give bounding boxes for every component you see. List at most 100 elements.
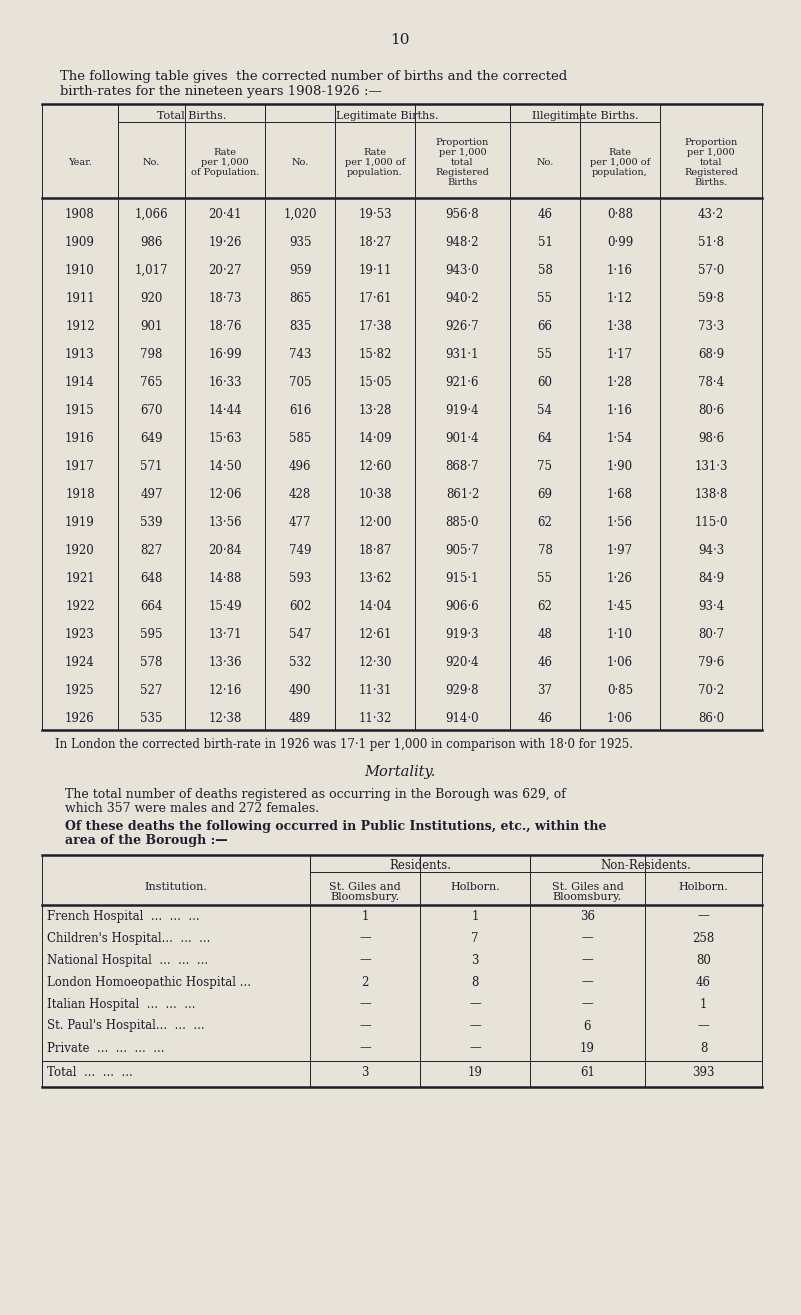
Text: 19: 19 (468, 1065, 482, 1078)
Text: 885·0: 885·0 (445, 515, 479, 529)
Text: 1·28: 1·28 (607, 376, 633, 388)
Text: 931·1: 931·1 (445, 347, 479, 360)
Text: 595: 595 (140, 627, 163, 640)
Text: —: — (582, 998, 594, 1010)
Text: 10: 10 (390, 33, 410, 47)
Text: French Hospital  ...  ...  ...: French Hospital ... ... ... (47, 910, 199, 923)
Text: 80: 80 (696, 953, 711, 967)
Text: 16·33: 16·33 (208, 376, 242, 388)
Text: 55: 55 (537, 572, 553, 584)
Text: 868·7: 868·7 (445, 459, 479, 472)
Text: 920: 920 (140, 292, 163, 305)
Text: 19: 19 (580, 1041, 595, 1055)
Text: 84·9: 84·9 (698, 572, 724, 584)
Text: 15·49: 15·49 (208, 600, 242, 613)
Text: birth-rates for the nineteen years 1908-1926 :—: birth-rates for the nineteen years 1908-… (60, 84, 382, 97)
Text: 527: 527 (140, 684, 163, 697)
Text: 94·3: 94·3 (698, 543, 724, 556)
Text: 69: 69 (537, 488, 553, 501)
Text: 649: 649 (140, 431, 163, 444)
Text: 37: 37 (537, 684, 553, 697)
Text: 906·6: 906·6 (445, 600, 479, 613)
Text: 901: 901 (140, 320, 163, 333)
Text: 48: 48 (537, 627, 553, 640)
Text: of Population.: of Population. (191, 167, 260, 176)
Text: 861·2: 861·2 (446, 488, 479, 501)
Text: 10·38: 10·38 (358, 488, 392, 501)
Text: 1919: 1919 (65, 515, 95, 529)
Text: 1·68: 1·68 (607, 488, 633, 501)
Text: St. Giles and: St. Giles and (329, 882, 400, 892)
Text: 46: 46 (696, 976, 711, 989)
Text: Holborn.: Holborn. (450, 882, 500, 892)
Text: 86·0: 86·0 (698, 711, 724, 725)
Text: 70·2: 70·2 (698, 684, 724, 697)
Text: 12·00: 12·00 (358, 515, 392, 529)
Text: 19·53: 19·53 (358, 208, 392, 221)
Text: Year.: Year. (68, 158, 92, 167)
Text: Of these deaths the following occurred in Public Institutions, etc., within the: Of these deaths the following occurred i… (65, 819, 606, 832)
Text: 46: 46 (537, 208, 553, 221)
Text: 959: 959 (288, 263, 312, 276)
Text: 1912: 1912 (65, 320, 95, 333)
Text: 11·32: 11·32 (358, 711, 392, 725)
Text: —: — (582, 976, 594, 989)
Text: 1·06: 1·06 (607, 655, 633, 668)
Text: total: total (451, 158, 473, 167)
Text: 14·44: 14·44 (208, 404, 242, 417)
Text: London Homoeopathic Hospital ...: London Homoeopathic Hospital ... (47, 976, 251, 989)
Text: 18·87: 18·87 (358, 543, 392, 556)
Text: 496: 496 (288, 459, 312, 472)
Text: National Hospital  ...  ...  ...: National Hospital ... ... ... (47, 953, 208, 967)
Text: 12·60: 12·60 (358, 459, 392, 472)
Text: 12·38: 12·38 (208, 711, 242, 725)
Text: 948·2: 948·2 (445, 235, 479, 249)
Text: Children's Hospital...  ...  ...: Children's Hospital... ... ... (47, 931, 211, 944)
Text: 743: 743 (288, 347, 312, 360)
Text: 901·4: 901·4 (445, 431, 479, 444)
Text: 12·61: 12·61 (358, 627, 392, 640)
Text: 571: 571 (140, 459, 163, 472)
Text: 956·8: 956·8 (445, 208, 479, 221)
Text: Holborn.: Holborn. (678, 882, 728, 892)
Text: Residents.: Residents. (389, 859, 451, 872)
Text: Total Births.: Total Births. (157, 110, 226, 121)
Text: 64: 64 (537, 431, 553, 444)
Text: 926·7: 926·7 (445, 320, 479, 333)
Text: 46: 46 (537, 655, 553, 668)
Text: 905·7: 905·7 (445, 543, 479, 556)
Text: per 1,000: per 1,000 (687, 147, 735, 156)
Text: 15·05: 15·05 (358, 376, 392, 388)
Text: 20·84: 20·84 (208, 543, 242, 556)
Text: 1917: 1917 (65, 459, 95, 472)
Text: No.: No. (143, 158, 160, 167)
Text: 664: 664 (140, 600, 163, 613)
Text: 131·3: 131·3 (694, 459, 728, 472)
Text: 18·27: 18·27 (358, 235, 392, 249)
Text: 921·6: 921·6 (445, 376, 479, 388)
Text: 914·0: 914·0 (445, 711, 479, 725)
Text: 58: 58 (537, 263, 553, 276)
Text: 18·73: 18·73 (208, 292, 242, 305)
Text: per 1,000: per 1,000 (201, 158, 249, 167)
Text: —: — (582, 953, 594, 967)
Text: The total number of deaths registered as occurring in the Borough was 629, of: The total number of deaths registered as… (65, 788, 566, 801)
Text: 929·8: 929·8 (445, 684, 479, 697)
Text: —: — (698, 1019, 710, 1032)
Text: 51: 51 (537, 235, 553, 249)
Text: 593: 593 (288, 572, 312, 584)
Text: 940·2: 940·2 (445, 292, 479, 305)
Text: 36: 36 (580, 910, 595, 923)
Text: 79·6: 79·6 (698, 655, 724, 668)
Text: 535: 535 (140, 711, 163, 725)
Text: 13·36: 13·36 (208, 655, 242, 668)
Text: 12·16: 12·16 (208, 684, 242, 697)
Text: 1911: 1911 (65, 292, 95, 305)
Text: 835: 835 (289, 320, 311, 333)
Text: 258: 258 (692, 931, 714, 944)
Text: 62: 62 (537, 515, 553, 529)
Text: 14·50: 14·50 (208, 459, 242, 472)
Text: 1·38: 1·38 (607, 320, 633, 333)
Text: 1925: 1925 (65, 684, 95, 697)
Text: 1·90: 1·90 (607, 459, 633, 472)
